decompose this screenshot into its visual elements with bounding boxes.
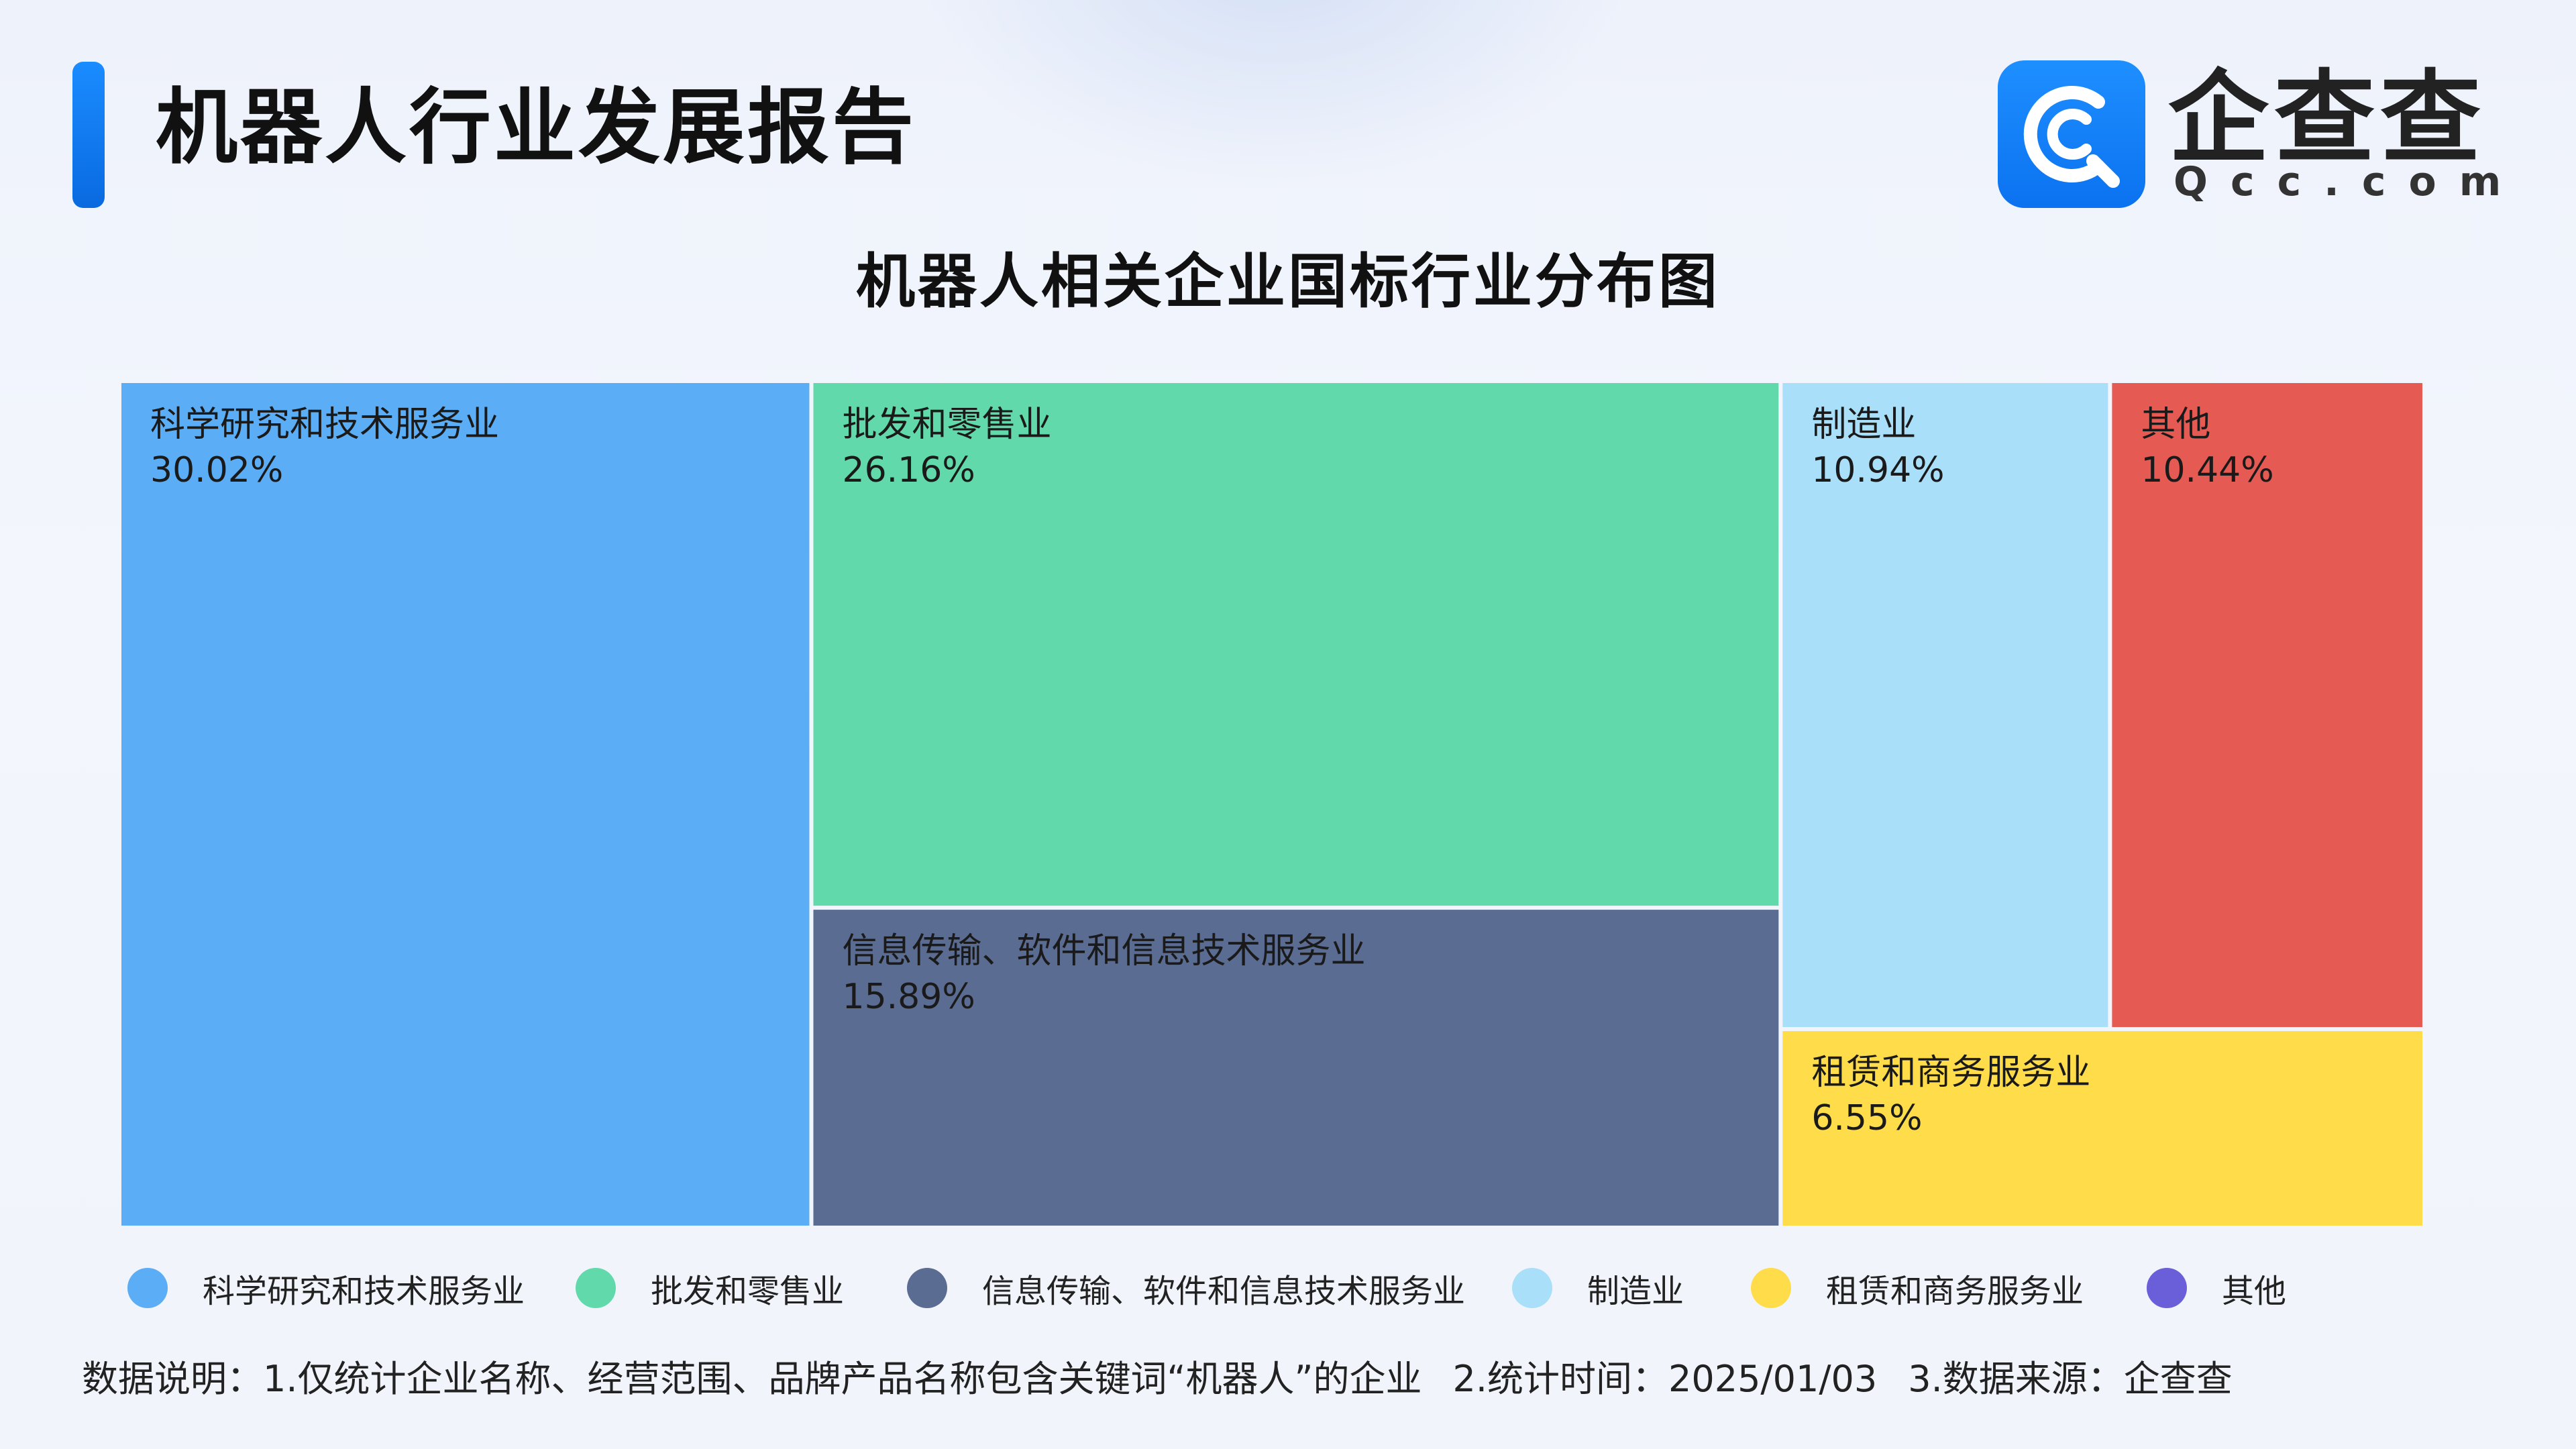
treemap-cell-label: 批发和零售业 — [842, 405, 1051, 445]
footnote: 数据说明：1.仅统计企业名称、经营范围、品牌产品名称包含关键词“机器人”的企业 2… — [82, 1352, 2263, 1406]
legend-label: 科学研究和技术服务业 — [203, 1273, 525, 1310]
chart-title: 机器人相关企业国标行业分布图 — [855, 247, 1720, 316]
legend-label: 信息传输、软件和信息技术服务业 — [982, 1273, 1466, 1310]
treemap-cell-label: 租赁和商务服务业 — [1811, 1053, 2090, 1093]
chart-legend: 科学研究和技术服务业 批发和零售业 信息传输、软件和信息技术服务业 制造业 租赁和商务服… — [0, 1258, 2576, 1318]
logo-name: 企查查 — [2168, 60, 2487, 177]
treemap-chart: 科学研究和技术服务业 30.02% 批发和零售业 26.16% 信息传输、软件和信息技术… — [121, 383, 2422, 1226]
legend-item: 其他 — [2147, 1258, 2286, 1318]
footnote-note-3: 3.数据来源：企查查 — [1908, 1358, 2233, 1400]
legend-item: 制造业 — [1512, 1258, 1684, 1318]
treemap-cell-value: 10.94% — [1811, 450, 1944, 490]
treemap-cell — [1782, 383, 2108, 1028]
treemap-cell — [121, 383, 810, 1226]
legend-item: 租赁和商务服务业 — [1751, 1258, 2084, 1318]
legend-label: 租赁和商务服务业 — [1826, 1273, 2084, 1310]
treemap-cell-label: 制造业 — [1811, 405, 1916, 445]
legend-swatch — [1751, 1268, 1791, 1308]
treemap-cell-label: 信息传输、软件和信息技术服务业 — [842, 931, 1365, 971]
treemap-cell-value: 26.16% — [842, 450, 975, 490]
legend-label: 制造业 — [1587, 1273, 1684, 1310]
legend-swatch — [2147, 1268, 2187, 1308]
footnote-note-1: 数据说明：1.仅统计企业名称、经营范围、品牌产品名称包含关键词“机器人”的企业 — [82, 1358, 1422, 1400]
legend-item: 批发和零售业 — [576, 1258, 844, 1318]
qcc-logo-icon — [1998, 60, 2145, 208]
legend-label: 其他 — [2222, 1273, 2287, 1310]
page-title: 机器人行业发展报告 — [156, 80, 916, 175]
treemap-cell-value: 15.89% — [842, 977, 975, 1017]
treemap-cell — [813, 383, 1779, 906]
background-glow — [906, 0, 1644, 188]
legend-label: 批发和零售业 — [651, 1273, 845, 1310]
legend-item: 信息传输、软件和信息技术服务业 — [907, 1258, 1465, 1318]
treemap-cell-value: 30.02% — [150, 450, 283, 490]
legend-swatch — [1512, 1268, 1552, 1308]
treemap-cell-value: 10.44% — [2141, 450, 2273, 490]
treemap-cell — [813, 910, 1779, 1226]
legend-swatch — [576, 1268, 616, 1308]
title-accent-bar — [72, 62, 105, 208]
treemap-cell-label: 其他 — [2141, 405, 2210, 445]
legend-item: 科学研究和技术服务业 — [127, 1258, 525, 1318]
treemap-cell-label: 科学研究和技术服务业 — [150, 405, 499, 445]
legend-swatch — [127, 1268, 168, 1308]
treemap-cell — [2112, 383, 2422, 1028]
treemap-cell — [1782, 1031, 2422, 1226]
treemap-cell-value: 6.55% — [1811, 1098, 1922, 1138]
logo-url: Qcc.com — [2174, 158, 2524, 205]
footnote-note-2: 2.统计时间：2025/01/03 — [1452, 1358, 1878, 1400]
legend-swatch — [907, 1268, 947, 1308]
